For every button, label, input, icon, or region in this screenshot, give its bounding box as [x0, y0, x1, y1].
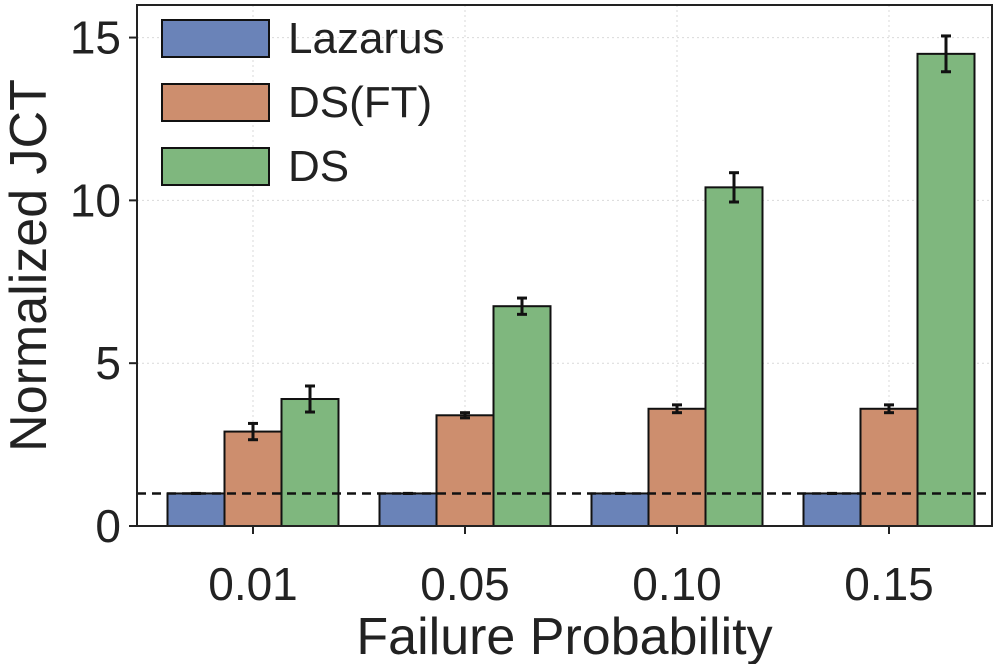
- x-axis-label: Failure Probability: [356, 608, 772, 664]
- bar-ds-0.05: [492, 305, 552, 527]
- legend: Lazarus DS(FT) DS: [161, 14, 445, 191]
- bar-ds-ft--0.01: [223, 430, 283, 528]
- y-tick-label: 0: [95, 500, 121, 552]
- x-axis: 0.01 0.05 0.10 0.15: [208, 526, 934, 610]
- bar-ds-0.15: [916, 52, 976, 527]
- bar-ds-ft--0.10: [647, 407, 707, 527]
- bar-lazarus-0.05: [378, 492, 438, 527]
- bars: [166, 52, 976, 528]
- bar-lazarus-0.01: [166, 492, 226, 527]
- bar-ds-0.01: [280, 398, 340, 528]
- x-tick-label: 0.15: [844, 558, 934, 610]
- legend-label-ds-ft-: DS(FT): [288, 78, 432, 127]
- bar-lazarus-0.15: [802, 492, 862, 527]
- bar-lazarus-0.10: [590, 492, 650, 527]
- bar-ds-ft--0.05: [435, 414, 495, 528]
- y-axis: 0 5 10 15: [70, 12, 137, 552]
- legend-label-lazarus: Lazarus: [288, 14, 445, 63]
- legend-label-ds: DS: [288, 142, 349, 191]
- y-axis-label: Normalized JCT: [0, 79, 58, 452]
- legend-swatch-ds-ft-: [161, 83, 270, 122]
- x-tick-label: 0.01: [208, 558, 298, 610]
- bar-ds-ft--0.15: [859, 407, 919, 527]
- y-tick-label: 10: [70, 174, 121, 226]
- error-bars: [191, 34, 951, 495]
- legend-swatch-ds: [161, 147, 270, 186]
- bar-ds-0.10: [704, 186, 764, 527]
- plot-frame: [136, 4, 993, 527]
- legend-swatch-lazarus: [161, 19, 270, 58]
- x-tick-label: 0.10: [632, 558, 722, 610]
- y-tick-label: 5: [95, 337, 121, 389]
- y-tick-label: 15: [70, 12, 121, 64]
- x-tick-label: 0.05: [420, 558, 510, 610]
